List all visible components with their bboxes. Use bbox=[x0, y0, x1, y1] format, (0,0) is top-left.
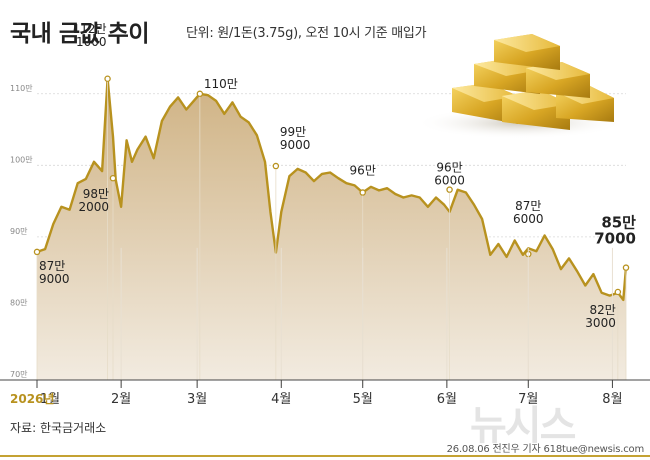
x-tick-label: 3월 bbox=[187, 392, 207, 407]
annotation-marker bbox=[622, 264, 630, 271]
credit-text: 26.08.06 전진우 기자 618tue@newsis.com bbox=[446, 444, 645, 455]
y-tick-label: 80만 bbox=[10, 298, 28, 307]
x-tick-label: 1월 bbox=[40, 392, 60, 407]
annotation-value-line1: 96만 bbox=[350, 164, 376, 178]
annotation-value-line1: 112만 bbox=[73, 22, 107, 36]
annotation-value-line1: 98만 bbox=[83, 187, 109, 201]
source-text: 자료: 한국금거래소 bbox=[10, 421, 107, 435]
annotation-marker bbox=[104, 75, 111, 83]
year-label: 2026년 bbox=[10, 392, 54, 406]
annotation-marker bbox=[33, 248, 41, 256]
grid-layer: 70만 80만 90만 100만 110만 bbox=[10, 84, 626, 381]
annotation-value-line2: 1000 bbox=[76, 35, 107, 49]
annotation-value-line1: 82만 bbox=[590, 303, 616, 317]
annotation-marker bbox=[196, 90, 204, 98]
x-tick-label: 2월 bbox=[111, 392, 131, 407]
y-tick-label: 70만 bbox=[10, 370, 28, 379]
annotation-marker bbox=[359, 189, 366, 196]
annotation-value-line2: 3000 bbox=[585, 316, 616, 330]
x-tick-label: 7월 bbox=[518, 392, 538, 407]
axis-layer: 1월 2월 3월 4월 5월 6월 7월 8월 2026년 bbox=[0, 247, 650, 407]
y-tick-label: 110만 bbox=[10, 84, 33, 93]
annotation-value-line1: 96만 bbox=[436, 161, 462, 175]
watermark: 뉴시스 bbox=[470, 403, 576, 449]
annotation-value-line1: 99만 bbox=[280, 125, 306, 139]
annotation-value-line1: 87만 bbox=[39, 259, 65, 273]
annotation-value-line2: 9000 bbox=[280, 138, 311, 152]
annotation-marker bbox=[272, 162, 280, 170]
annotation-marker bbox=[446, 186, 453, 193]
annotation-value-line2: 2000 bbox=[78, 200, 109, 214]
annotation-value-line1: 110만 bbox=[204, 77, 238, 91]
x-tick-label: 8월 bbox=[602, 392, 622, 407]
y-tick-label: 100만 bbox=[10, 155, 33, 164]
annotation-value-line1: 85만 bbox=[601, 214, 636, 232]
annotation-value-line2: 7000 bbox=[594, 230, 636, 248]
bottom-rule bbox=[0, 455, 650, 457]
annotation-value-line2: 6000 bbox=[513, 212, 544, 226]
gold-bars-illustration bbox=[415, 34, 625, 139]
annotation-value-line2: 9000 bbox=[39, 272, 70, 286]
annotation-value-line2: 6000 bbox=[434, 174, 465, 188]
chart-title: 국내 금값 추이 bbox=[10, 21, 149, 47]
x-tick-label: 5월 bbox=[353, 392, 373, 407]
y-tick-label: 90만 bbox=[10, 227, 28, 236]
x-tick-label: 6월 bbox=[437, 392, 457, 407]
marker-layer bbox=[33, 75, 630, 380]
x-tick-label: 4월 bbox=[271, 392, 291, 407]
annotation-value-line1: 87만 bbox=[515, 199, 541, 213]
annotation-marker bbox=[109, 174, 117, 182]
price-area bbox=[37, 78, 626, 381]
chart-subtitle: 단위: 원/1돈(3.75g), 오전 10시 기준 매입가 bbox=[186, 26, 427, 41]
annotation-marker bbox=[614, 288, 622, 296]
